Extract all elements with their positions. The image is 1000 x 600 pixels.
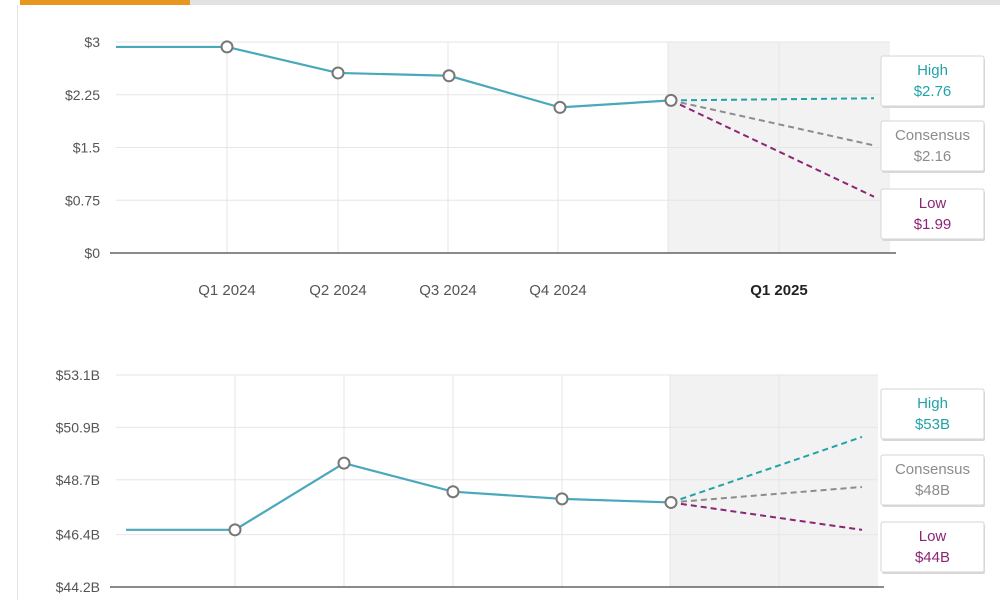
y-tick-label: $2.25 [65, 87, 100, 103]
data-point[interactable] [331, 66, 345, 80]
actual-series-line [116, 45, 672, 109]
forecast-low-box[interactable]: Low $44B [880, 521, 985, 574]
forecast-low-value: $1.99 [914, 216, 952, 233]
y-tick-label: $48.7B [56, 472, 100, 488]
forecast-consensus-title: Consensus [895, 461, 970, 478]
data-point[interactable] [555, 492, 569, 506]
forecast-high-line [670, 97, 875, 102]
forecast-band [670, 375, 878, 587]
x-tick-label: Q3 2024 [419, 282, 477, 299]
forecast-consensus-line [670, 485, 863, 504]
data-point[interactable] [337, 456, 351, 470]
x-tick-label: Q2 2024 [309, 282, 367, 299]
left-divider [17, 5, 18, 600]
tab-strip [0, 0, 1000, 5]
x-tick-label: Q4 2024 [529, 282, 587, 299]
box-background [880, 55, 985, 107]
forecast-low-title: Low [919, 528, 947, 545]
box-background [880, 188, 985, 240]
forecast-consensus-line [670, 99, 875, 147]
x-tick-label: Q1 2025 [750, 282, 808, 299]
forecast-low-line [670, 99, 875, 198]
forecast-low-value: $44B [915, 549, 950, 566]
forecast-consensus-box[interactable]: Consensus $2.16 [880, 120, 985, 173]
data-point[interactable] [553, 100, 567, 114]
y-tick-label: $44.2B [56, 579, 100, 595]
data-point[interactable] [664, 495, 678, 509]
forecast-high-line [670, 435, 863, 504]
data-point[interactable] [442, 69, 456, 83]
y-tick-label: $0 [84, 245, 100, 261]
forecast-consensus-title: Consensus [895, 127, 970, 144]
box-background [880, 388, 985, 440]
active-tab-indicator[interactable] [20, 0, 190, 5]
data-point[interactable] [446, 485, 460, 499]
box-background [880, 521, 985, 573]
forecast-consensus-value: $48B [915, 482, 950, 499]
y-tick-label: $53.1B [56, 367, 100, 383]
eps-chart: $3 $2.25 $1.5 $0.75 $0 Q1 2024 Q2 2024 Q3 2024 Q… [65, 34, 985, 299]
data-point[interactable] [220, 40, 234, 54]
y-tick-label: $0.75 [65, 192, 100, 208]
y-tick-label: $50.9B [56, 419, 100, 435]
box-background [880, 120, 985, 172]
y-tick-label: $46.4B [56, 527, 100, 543]
data-point[interactable] [228, 523, 242, 537]
forecast-high-title: High [917, 62, 948, 79]
tab-strip-rest [190, 0, 1000, 5]
forecast-high-value: $2.76 [914, 83, 952, 100]
forecast-high-value: $53B [915, 416, 950, 433]
y-tick-label: $3 [84, 34, 100, 50]
forecast-high-title: High [917, 395, 948, 412]
forecast-low-line [670, 501, 863, 531]
forecast-consensus-value: $2.16 [914, 148, 952, 165]
actual-series-line [126, 461, 672, 531]
y-tick-label: $1.5 [73, 140, 100, 156]
forecast-consensus-box[interactable]: Consensus $48B [880, 454, 985, 507]
box-background [880, 454, 985, 506]
forecast-low-title: Low [919, 195, 947, 212]
x-tick-label: Q1 2024 [198, 282, 256, 299]
forecast-low-box[interactable]: Low $1.99 [880, 188, 985, 241]
data-point[interactable] [664, 93, 678, 107]
forecast-high-box[interactable]: High $53B [880, 388, 985, 441]
forecast-high-box[interactable]: High $2.76 [880, 55, 985, 108]
revenue-chart: $53.1B $50.9B $48.7B $46.4B $44.2B High $53B Co… [56, 367, 985, 595]
